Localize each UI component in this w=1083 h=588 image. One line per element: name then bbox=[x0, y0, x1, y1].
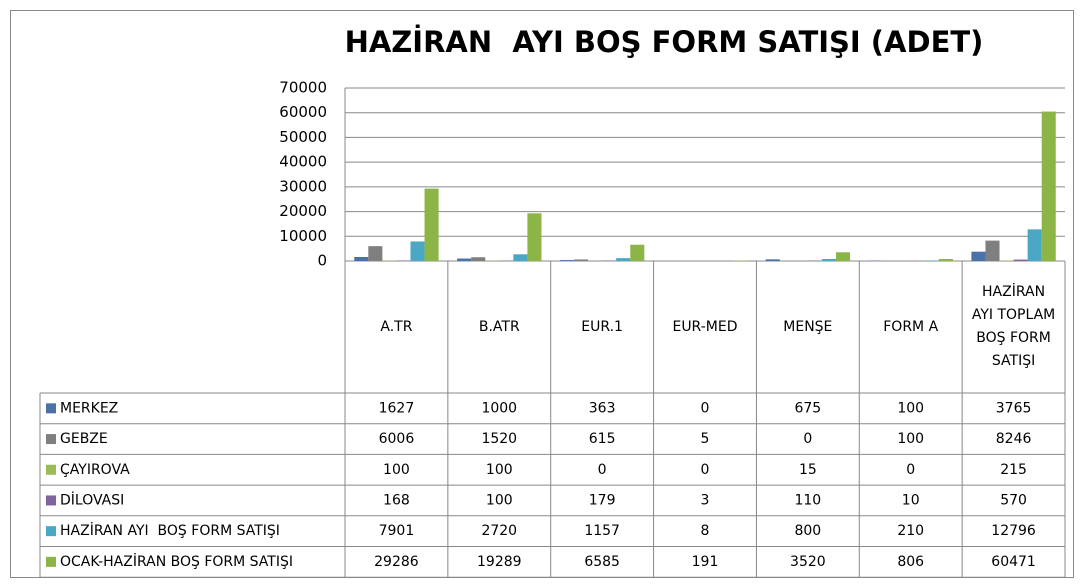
y-tick-label: 60000 bbox=[279, 103, 327, 121]
legend-key bbox=[46, 495, 56, 506]
table-cell: 5 bbox=[701, 431, 710, 447]
chart-title: HAZİRAN AYI BOŞ FORM SATIŞI (ADET) bbox=[345, 25, 984, 59]
bar bbox=[368, 246, 383, 261]
x-tick-label: B.ATR bbox=[478, 318, 520, 335]
legend-key bbox=[46, 526, 56, 537]
legend-key bbox=[46, 464, 56, 475]
table-cell: 12796 bbox=[991, 523, 1036, 539]
legend-label: GEBZE bbox=[60, 431, 108, 447]
bar bbox=[424, 188, 439, 261]
table-cell: 0 bbox=[906, 462, 915, 478]
table-cell: 363 bbox=[589, 400, 616, 416]
table-cell: 675 bbox=[794, 400, 821, 416]
table-cell: 215 bbox=[1000, 462, 1027, 478]
bar bbox=[938, 259, 953, 261]
table-cell: 29286 bbox=[374, 554, 419, 570]
table-cell: 615 bbox=[589, 431, 616, 447]
table-cell: 1520 bbox=[481, 431, 517, 447]
y-tick-label: 70000 bbox=[279, 79, 327, 97]
table-cell: 806 bbox=[897, 554, 924, 570]
table-cell: 110 bbox=[794, 492, 821, 508]
bar bbox=[835, 252, 851, 261]
x-tick-label: FORM A bbox=[883, 318, 939, 335]
y-tick-label: 0 bbox=[317, 252, 327, 270]
table-cell: 2720 bbox=[481, 523, 517, 539]
bar bbox=[616, 258, 631, 261]
table-cell: 8246 bbox=[996, 431, 1032, 447]
table-cell: 100 bbox=[486, 492, 513, 508]
y-tick-label: 40000 bbox=[279, 153, 327, 171]
bar bbox=[971, 251, 986, 261]
bar bbox=[513, 254, 528, 261]
table-cell: 0 bbox=[701, 462, 710, 478]
table-cell: 0 bbox=[598, 462, 607, 478]
table-cell: 179 bbox=[589, 492, 616, 508]
x-tick-label: MENŞE bbox=[783, 318, 833, 335]
table-cell: 3520 bbox=[790, 554, 826, 570]
bar bbox=[985, 240, 1000, 261]
table-cell: 7901 bbox=[379, 523, 415, 539]
legend-label: OCAK-HAZİRAN BOŞ FORM SATIŞI bbox=[60, 552, 293, 570]
table-cell: 6006 bbox=[379, 431, 415, 447]
bar bbox=[471, 257, 486, 261]
table-cell: 19289 bbox=[477, 554, 522, 570]
table-cell: 570 bbox=[1000, 492, 1027, 508]
legend-key bbox=[46, 556, 56, 567]
table-cell: 8 bbox=[701, 523, 710, 539]
table-cell: 210 bbox=[897, 523, 924, 539]
y-tick-label: 10000 bbox=[279, 227, 327, 245]
legend-label: DİLOVASI bbox=[60, 490, 124, 508]
x-tick-label: EUR.1 bbox=[581, 318, 623, 335]
table-cell: 0 bbox=[803, 431, 812, 447]
table-cell: 1627 bbox=[379, 400, 415, 416]
table-cell: 100 bbox=[897, 400, 924, 416]
table-cell: 6585 bbox=[584, 554, 620, 570]
bar bbox=[765, 259, 780, 261]
table-cell: 191 bbox=[692, 554, 719, 570]
x-tick-label: EUR-MED bbox=[672, 318, 738, 335]
bar bbox=[630, 244, 645, 261]
y-tick-label: 30000 bbox=[279, 177, 327, 195]
bar bbox=[1027, 229, 1042, 261]
bar bbox=[1013, 259, 1028, 261]
bar bbox=[559, 260, 575, 261]
table-cell: 1157 bbox=[584, 523, 620, 539]
table-cell: 800 bbox=[794, 523, 821, 539]
legend-label: MERKEZ bbox=[60, 400, 118, 416]
table-cell: 60471 bbox=[991, 554, 1036, 570]
y-tick-label: 50000 bbox=[279, 128, 327, 146]
legend-key bbox=[46, 403, 56, 414]
bar bbox=[924, 260, 939, 261]
table-cell: 100 bbox=[486, 462, 513, 478]
table-cell: 3765 bbox=[996, 400, 1032, 416]
x-tick-label: A.TR bbox=[380, 318, 413, 335]
table-cell: 100 bbox=[897, 431, 924, 447]
x-tick-label: HAZİRAN AYI TOPLAM BOŞ FORM SATIŞI bbox=[971, 284, 1056, 369]
bar bbox=[527, 213, 542, 261]
legend-key bbox=[46, 434, 56, 445]
bar bbox=[574, 259, 589, 261]
bar bbox=[999, 260, 1014, 261]
legend-label: ÇAYIROVA bbox=[60, 462, 130, 478]
table-cell: 0 bbox=[701, 400, 710, 416]
table-cell: 15 bbox=[799, 462, 817, 478]
bar bbox=[354, 256, 369, 261]
bar bbox=[821, 259, 836, 261]
y-tick-label: 20000 bbox=[279, 202, 327, 220]
table-cell: 1000 bbox=[481, 400, 517, 416]
legend-label: HAZİRAN AYI BOŞ FORM SATIŞI bbox=[60, 521, 280, 539]
bar bbox=[457, 258, 472, 261]
bar bbox=[410, 241, 425, 261]
table-cell: 10 bbox=[902, 492, 920, 508]
table-cell: 168 bbox=[383, 492, 410, 508]
bar bbox=[1041, 111, 1056, 262]
table-cell: 100 bbox=[383, 462, 410, 478]
table-cell: 3 bbox=[701, 492, 710, 508]
